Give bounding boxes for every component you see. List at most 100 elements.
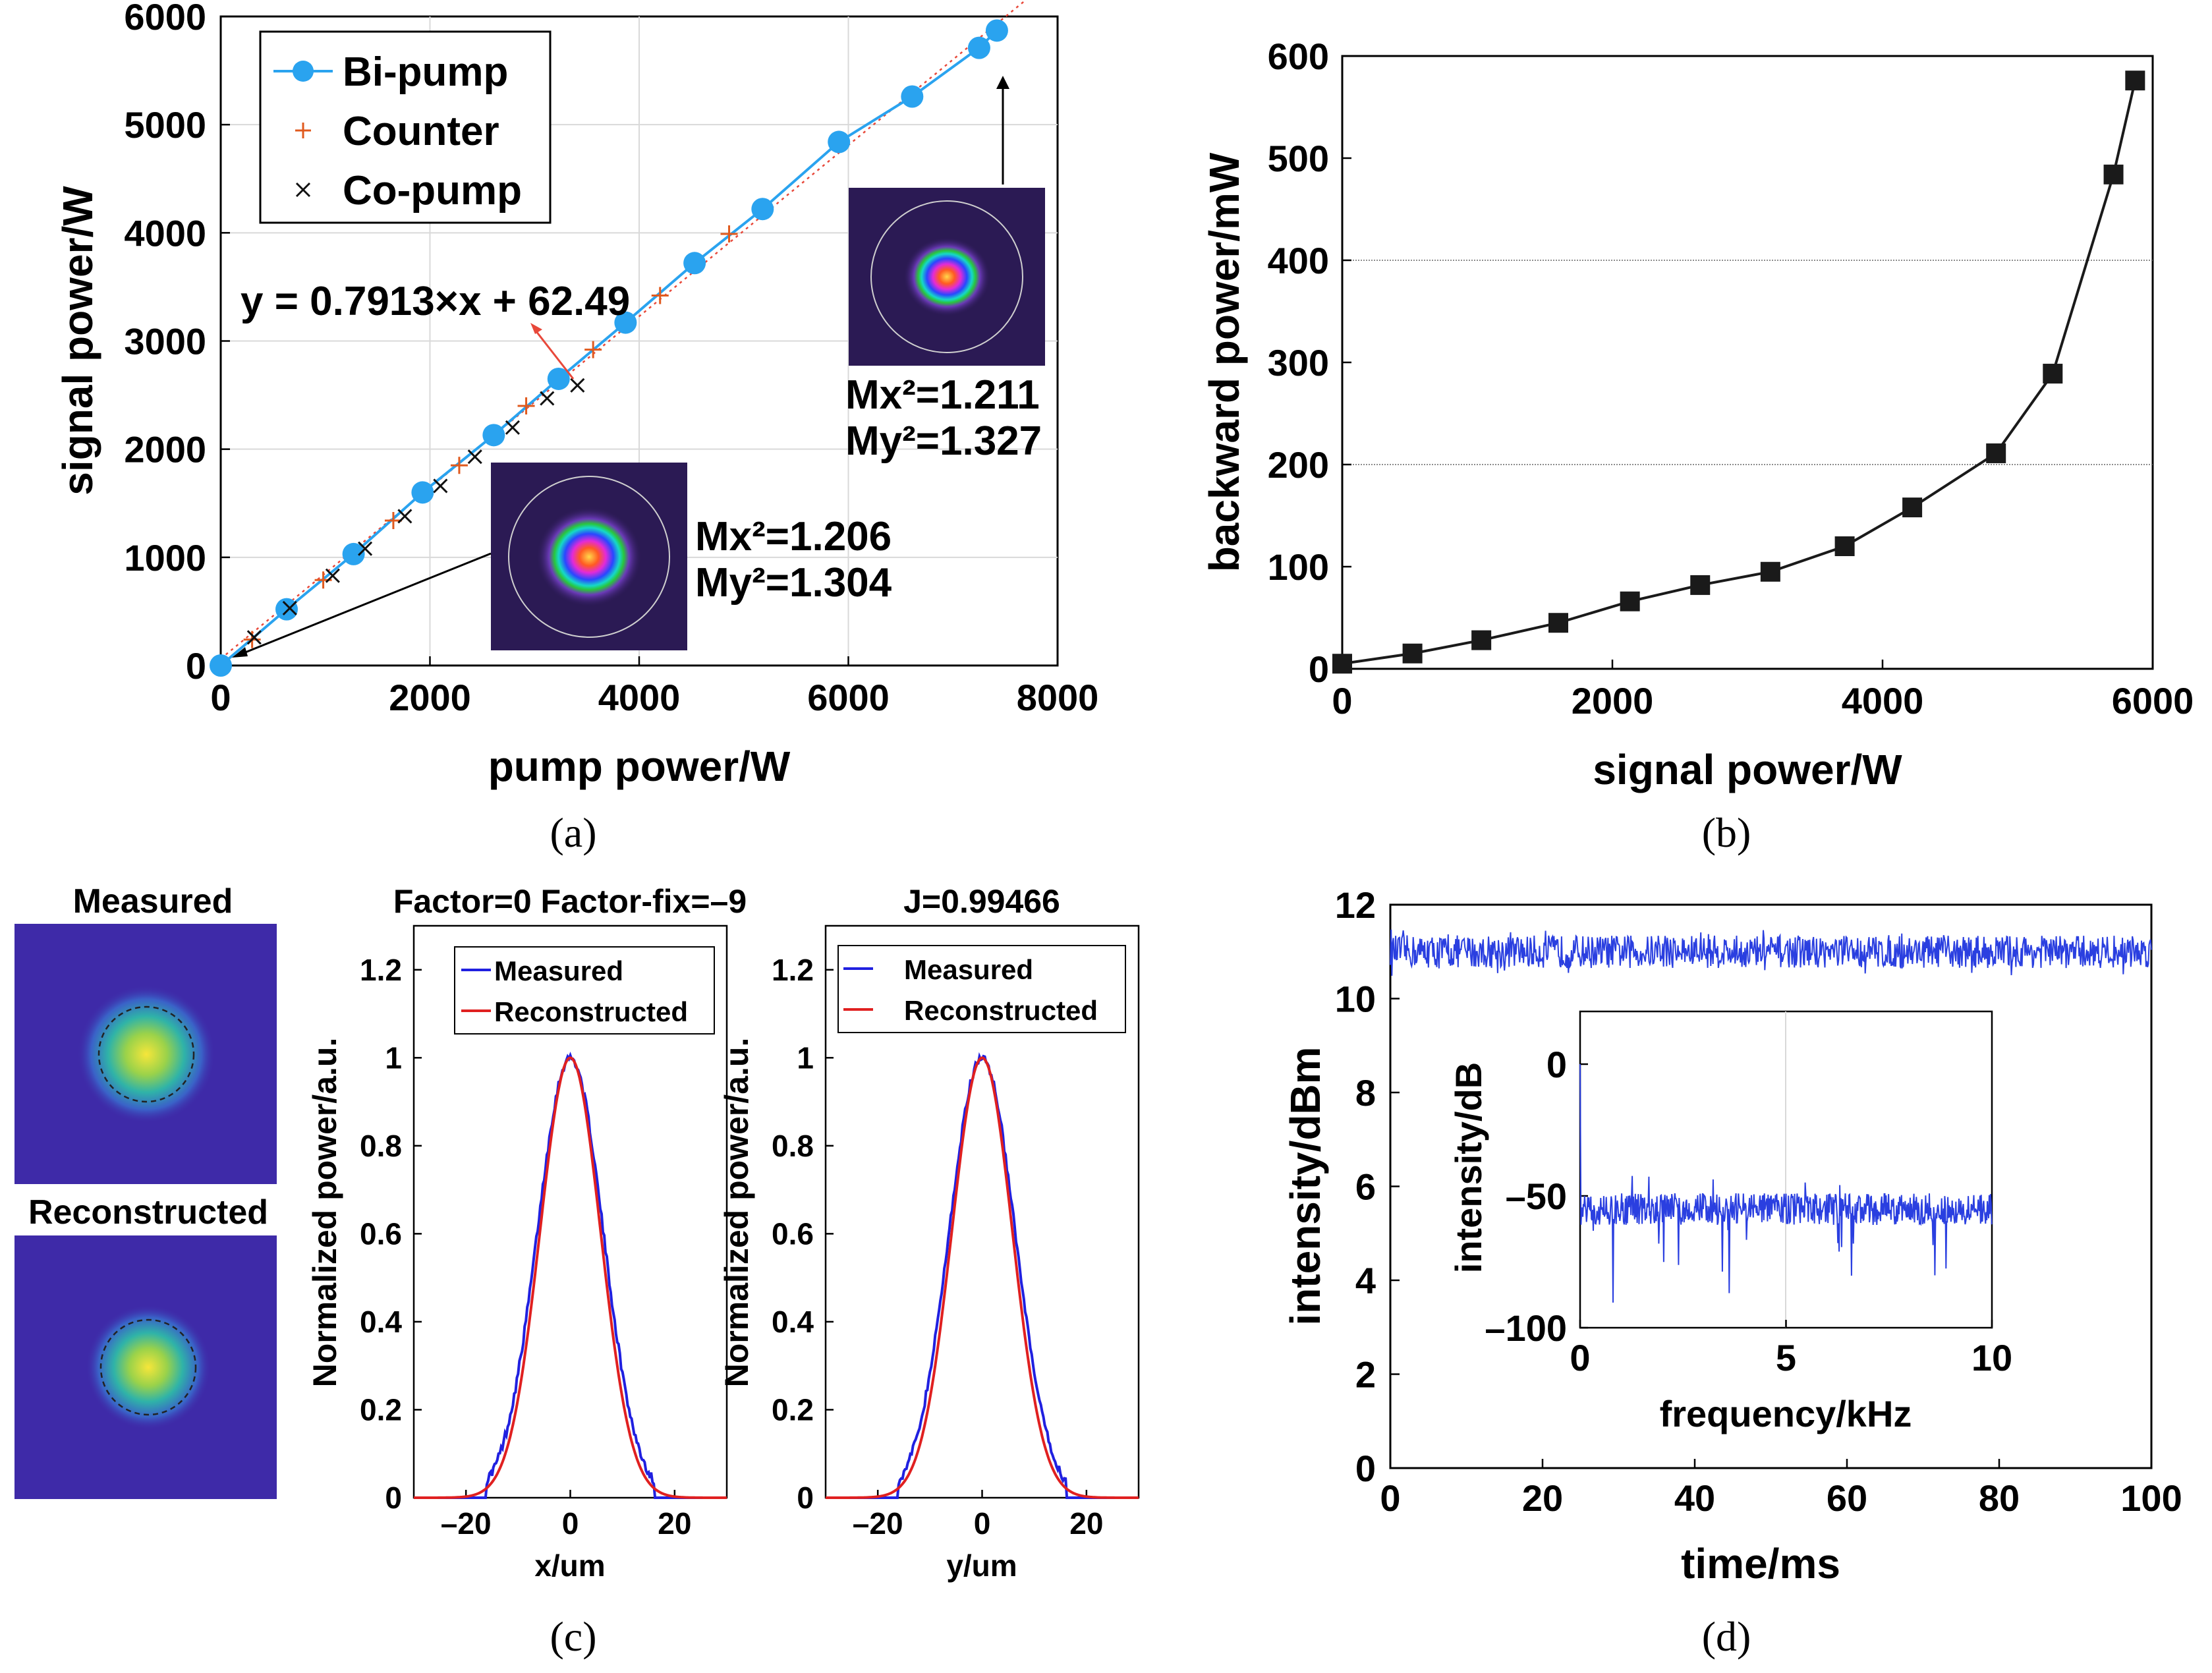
inset-y-axis-label: intensity/dB [1448,1062,1489,1273]
y-tick-label-a: 5000 [124,104,206,146]
legend-label-bipump: Bi-pump [343,49,508,95]
profile-x-legend: Measured Reconstructed [454,946,715,1035]
copump-point [433,478,448,494]
y-tick-label-a: 0 [186,645,206,687]
my-value-1: My²=1.304 [695,560,892,606]
measured-mode-circle [98,1006,195,1103]
inset-x-axis-label: frequency/kHz [1660,1393,1912,1434]
copump-point [540,391,555,406]
profile-y-ticks: –20 0 20 0 0.2 0.4 0.6 0.8 1 1.2 [772,953,1103,1541]
y-axis-label-a: signal power/W [54,186,101,496]
y-tick-label-c: 0.2 [772,1392,814,1427]
inset-arrow-1 [237,552,492,657]
x-tick-label-b: 0 [1332,680,1352,722]
y-tick-label-c: 0.6 [772,1216,814,1251]
profile-x-xlabel: x/um [534,1548,605,1583]
spectrum-trace [1579,1063,1993,1303]
intensity-trace [1390,929,2152,976]
profile-panel-x: Factor=0 Factor-fix=–9 –20 0 20 0 0.2 0.4 0.6 0… [306,883,747,1583]
legend-label-copump: Co-pump [343,168,522,213]
series-b [1332,71,2145,674]
x-tick-label-a: 4000 [598,677,681,718]
y-tick-label-d: 12 [1335,884,1376,926]
beam-spot-1 [536,507,642,607]
backward-power-point [1690,575,1711,595]
backward-power-point [1620,591,1640,611]
backward-power-point [1986,443,2006,463]
profile-y-series [826,1052,1139,1499]
y-tick-label-c: 0.2 [360,1392,402,1427]
copump-point [358,541,373,556]
beam-spot-2 [903,237,990,316]
y-tick-label-b: 0 [1309,648,1329,690]
inset-y-tick-label: –50 [1506,1176,1567,1217]
backward-power-point [2125,71,2145,91]
profile-x-legend-box [454,946,715,1035]
y-tick-label-b: 500 [1268,138,1329,179]
bipump-point [210,654,232,677]
legend-marker-bipump [293,61,314,82]
y-tick-label-a: 3000 [124,321,206,362]
y-tick-label-c: 1.2 [360,953,402,987]
beam-aperture-circle-2 [870,200,1023,353]
backward-power-point [1902,497,1923,518]
y-tick-label-c: 1 [385,1040,402,1075]
y-tick-label-a: 4000 [124,212,206,254]
legend-a: Bi-pump Counter Co-pump [259,30,552,224]
bipump-point [901,85,924,108]
grid-b [1342,260,2153,465]
x-tick-label-d: 100 [2120,1477,2182,1519]
y-tick-label-c: 1.2 [772,953,814,987]
bipump-point [967,36,990,59]
reconstructed-mode-circle [99,1319,197,1416]
bipump-point [751,198,774,221]
y-tick-label-c: 0 [385,1481,402,1515]
profile-y-legend-measured: Measured [904,954,1033,985]
inset-x-tick-label: 5 [1776,1337,1796,1378]
inset-arrow-head-2 [996,76,1009,89]
y-tick-label-c: 0.4 [360,1305,402,1339]
backward-power-point [1402,643,1423,664]
legend-label-counter: Counter [343,109,499,154]
counter-point [651,287,669,304]
caption-c: (c) [550,1613,596,1660]
x-tick-label-d: 60 [1827,1477,1867,1519]
counter-point [384,512,402,530]
x-tick-label-a: 2000 [389,677,471,718]
y-tick-label-c: 0.4 [772,1305,814,1339]
x-tick-label-c: 20 [658,1506,691,1541]
legend-marker-copump [295,182,311,198]
bipump-point [411,481,434,504]
x-tick-label-b: 6000 [2112,680,2194,722]
x-tick-label-d: 20 [1522,1477,1563,1519]
x-tick-label-d: 0 [1380,1477,1400,1519]
inset-y-tick-label: –100 [1485,1307,1567,1349]
panel-c: Measured Reconstructed Factor=0 Factor-f… [14,882,1140,1660]
mx-value-2: Mx²=1.211 [845,372,1040,418]
backward-power-point [2043,364,2063,384]
x-tick-label-b: 4000 [1842,680,1924,722]
x-tick-label-a: 6000 [807,677,890,718]
backward-power-point [2103,164,2124,184]
y-tick-label-d: 6 [1355,1166,1376,1208]
bipump-point [342,542,365,565]
copump-point [505,420,520,435]
y-tick-label-c: 0 [797,1481,814,1515]
series-a [210,19,1008,677]
x-tick-label-a: 8000 [1017,677,1099,718]
beam-inset-1: Mx²=1.206 My²=1.304 [232,463,892,658]
caption-a: (a) [550,809,596,856]
counter-point [584,341,602,358]
x-axis-label-d: time/ms [1681,1540,1840,1587]
inset-arrow-head-1 [232,647,248,658]
x-tick-label-c: 0 [974,1506,991,1541]
bipump-point [614,311,637,334]
bipump-point [683,252,706,275]
profile-y-legend: Measured Reconstructed [837,945,1126,1033]
spectrum-inset: 0 5 10 0 –50 –100 frequency/kHz intensity/dB [1448,1010,2012,1434]
y-tick-label-c: 0.8 [772,1129,814,1163]
